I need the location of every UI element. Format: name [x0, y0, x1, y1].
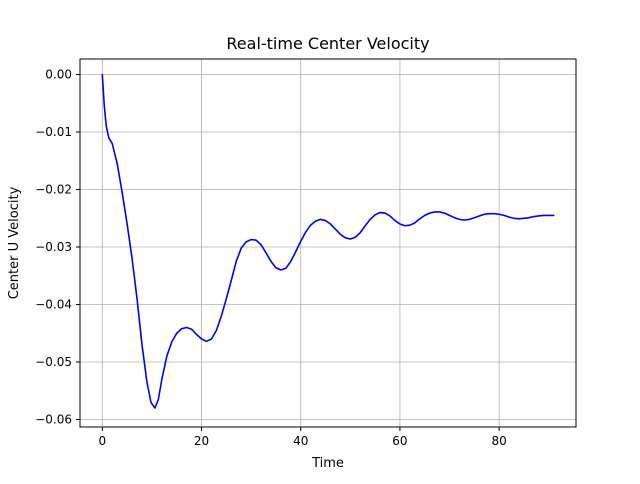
- y-tick-label: −0.04: [35, 298, 72, 312]
- y-tick-label: 0.00: [45, 68, 72, 82]
- y-tick-label: −0.05: [35, 355, 72, 369]
- x-tick-label: 80: [491, 434, 506, 448]
- y-tick-label: −0.06: [35, 413, 72, 427]
- y-axis-label: Center U Velocity: [7, 186, 22, 299]
- x-tick-label: 20: [194, 434, 209, 448]
- y-tick-label: −0.01: [35, 125, 72, 139]
- series-layer: [101, 73, 555, 409]
- plot-frame: [79, 58, 577, 428]
- y-axis-ticks: 0.00 −0.01 −0.02 −0.03 −0.04 −0.05 −0.06: [35, 68, 80, 427]
- x-axis-label: Time: [311, 456, 344, 471]
- chart-title: Real-time Center Velocity: [226, 34, 429, 53]
- x-tick-label: 0: [98, 434, 106, 448]
- grid-lines: [80, 59, 576, 427]
- series-line: [101, 73, 555, 409]
- x-axis-ticks: 0 20 40 60 80: [98, 427, 507, 448]
- x-tick-label: 60: [392, 434, 407, 448]
- y-tick-label: −0.03: [35, 240, 72, 254]
- x-tick-label: 40: [293, 434, 308, 448]
- y-tick-label: −0.02: [35, 183, 72, 197]
